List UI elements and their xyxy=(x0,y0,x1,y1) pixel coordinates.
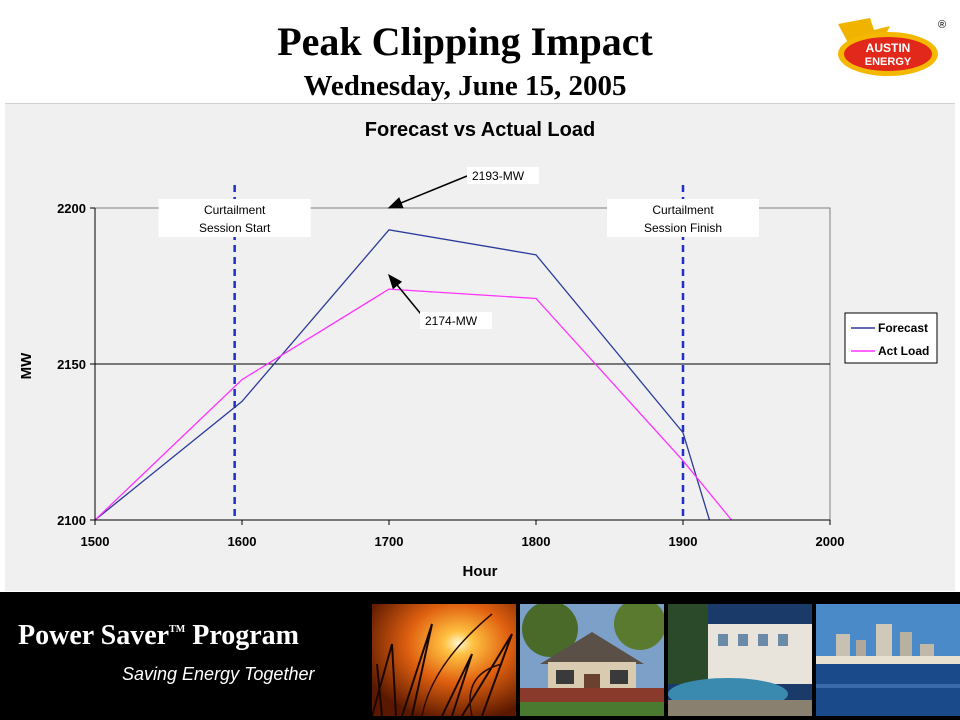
house-photo xyxy=(520,604,664,716)
program-name: Power Saver xyxy=(18,620,170,651)
y-tick-label: 2100 xyxy=(57,513,86,528)
logo-text-energy: ENERGY xyxy=(865,56,912,68)
load-chart: Forecast vs Actual Load Curtailment Sessi… xyxy=(18,119,938,580)
x-tick-label: 1700 xyxy=(375,534,404,549)
curtailment-label: Curtailment xyxy=(652,203,714,217)
y-tick-label: 2150 xyxy=(57,357,86,372)
curtailment-label-box xyxy=(607,199,759,237)
x-tick-label: 1800 xyxy=(522,534,551,549)
series-layer xyxy=(94,229,733,521)
annotation-box xyxy=(467,167,539,184)
x-tick-label: 1900 xyxy=(669,534,698,549)
y-axis-label: MW xyxy=(18,352,35,379)
chart-panel: Forecast vs Actual Load Curtailment Sessi… xyxy=(5,103,955,591)
tagline: Saving Energy Together xyxy=(122,664,315,684)
annotation-label: 2174-MW xyxy=(425,314,478,328)
curtailment-label-box xyxy=(158,199,311,237)
austin-energy-logo: AUSTIN ENERGY ® xyxy=(838,18,946,76)
series-line-forecast xyxy=(94,229,711,521)
legend-label: Act Load xyxy=(878,344,929,358)
logo-text-austin: AUSTIN xyxy=(866,41,911,55)
x-tick-label: 2000 xyxy=(816,534,845,549)
page-subtitle: Wednesday, June 15, 2005 xyxy=(303,70,627,102)
axis-layer: 2100 2150 2200 1500 1600 1700 1800 1900 2000 xyxy=(57,201,844,549)
x-tick-label: 1600 xyxy=(228,534,257,549)
program-title: Power SaverTM Program xyxy=(18,620,299,652)
chart-legend: Forecast Act Load xyxy=(844,312,938,364)
curtailment-label: Curtailment xyxy=(204,203,266,217)
x-tick-label: 1500 xyxy=(81,534,110,549)
registered-mark: ® xyxy=(938,19,946,31)
program-suffix: Program xyxy=(185,620,299,651)
page-title: Peak Clipping Impact xyxy=(277,19,653,64)
annotation-box xyxy=(420,312,492,329)
annotation-layer: 2193-MW 2174-MW xyxy=(387,167,539,329)
curtailment-lines: Curtailment Session Start Curtailment Sessi… xyxy=(158,185,759,520)
footer-banner: Power SaverTM Program Saving Energy Toge… xyxy=(0,592,960,720)
city-skyline-photo xyxy=(816,604,960,716)
sunset-grass-photo xyxy=(372,604,516,716)
y-tick-label: 2200 xyxy=(57,201,86,216)
legend-box xyxy=(844,312,938,364)
annotation-arrow xyxy=(388,273,426,320)
curtailment-label: Session Start xyxy=(199,221,271,235)
annotation-label: 2193-MW xyxy=(472,169,525,183)
x-axis-label: Hour xyxy=(463,563,498,580)
townhomes-photo xyxy=(668,604,812,716)
curtailment-label: Session Finish xyxy=(644,221,722,235)
series-line-act-load xyxy=(94,288,733,521)
legend-label: Forecast xyxy=(878,321,928,335)
chart-title: Forecast vs Actual Load xyxy=(365,119,595,141)
trademark-mark: TM xyxy=(169,624,186,635)
annotation-arrow xyxy=(387,175,468,209)
